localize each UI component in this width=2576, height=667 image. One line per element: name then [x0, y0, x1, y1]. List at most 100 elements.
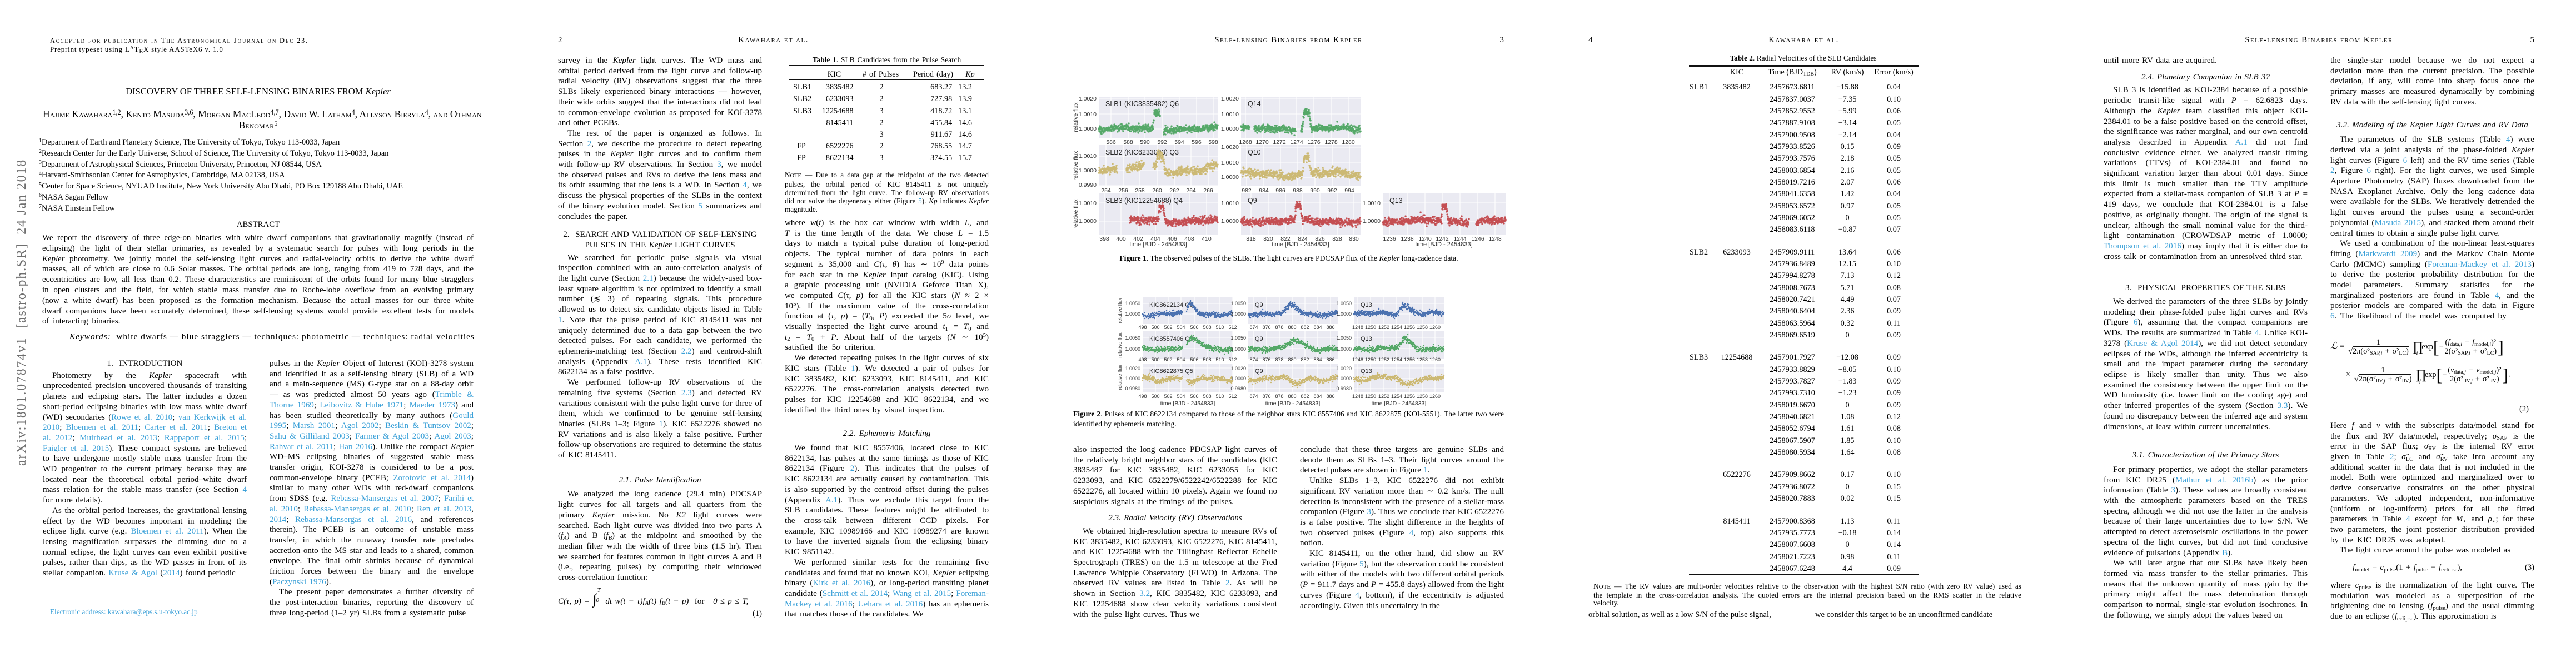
svg-text:1.0020: 1.0020	[1079, 96, 1097, 102]
svg-text:512: 512	[1228, 357, 1237, 362]
svg-text:1.0000: 1.0000	[1336, 376, 1352, 381]
svg-text:506: 506	[1190, 357, 1198, 362]
svg-text:time [BJD - 2454833]: time [BJD - 2454833]	[1265, 400, 1321, 407]
svg-text:1.0000: 1.0000	[1221, 218, 1239, 225]
svg-text:882: 882	[1301, 357, 1309, 362]
svg-text:1260: 1260	[1429, 357, 1441, 362]
svg-text:1254: 1254	[1391, 357, 1402, 362]
svg-text:886: 886	[1326, 357, 1334, 362]
svg-text:828: 828	[1332, 236, 1342, 242]
svg-text:510: 510	[1215, 394, 1224, 399]
svg-text:Q14: Q14	[1248, 100, 1261, 108]
svg-text:402: 402	[1133, 236, 1143, 242]
svg-text:1.0010: 1.0010	[1079, 200, 1097, 207]
svg-text:504: 504	[1177, 357, 1185, 362]
svg-text:498: 498	[1138, 325, 1147, 330]
svg-text:1.0050: 1.0050	[1230, 301, 1246, 306]
svg-text:1.0050: 1.0050	[1125, 301, 1140, 306]
svg-text:506: 506	[1190, 325, 1198, 330]
svg-text:882: 882	[1301, 394, 1309, 399]
svg-text:1258: 1258	[1417, 357, 1428, 362]
svg-text:1.0000: 1.0000	[1363, 218, 1381, 225]
svg-text:260: 260	[1152, 187, 1162, 194]
svg-text:1.0050: 1.0050	[1125, 335, 1140, 341]
svg-text:596: 596	[1192, 139, 1202, 146]
svg-text:Q9: Q9	[1255, 302, 1263, 308]
svg-text:594: 594	[1174, 139, 1184, 146]
svg-text:404: 404	[1150, 236, 1160, 242]
svg-text:506: 506	[1190, 394, 1198, 399]
svg-text:1280: 1280	[1342, 139, 1355, 146]
svg-text:258: 258	[1135, 187, 1145, 194]
svg-text:Q13: Q13	[1361, 368, 1372, 375]
svg-text:1258: 1258	[1417, 325, 1428, 330]
svg-text:992: 992	[1327, 187, 1337, 194]
svg-text:Q13: Q13	[1361, 336, 1372, 342]
svg-text:time [BJD - 2454833]: time [BJD - 2454833]	[1129, 241, 1187, 248]
svg-text:820: 820	[1263, 236, 1273, 242]
svg-text:Q9: Q9	[1255, 336, 1263, 342]
svg-text:1270: 1270	[1255, 139, 1269, 146]
svg-text:504: 504	[1177, 325, 1185, 330]
svg-text:1248: 1248	[1352, 394, 1363, 399]
svg-text:1.0020: 1.0020	[1221, 144, 1239, 151]
svg-text:1.0010: 1.0010	[1221, 111, 1239, 118]
svg-text:882: 882	[1301, 325, 1309, 330]
svg-text:1276: 1276	[1307, 139, 1321, 146]
svg-text:KIC8622134 Q5: KIC8622134 Q5	[1149, 302, 1193, 308]
svg-text:KIC8557406 Q5: KIC8557406 Q5	[1149, 336, 1193, 342]
svg-text:SLB3 (KIC12254688) Q4: SLB3 (KIC12254688) Q4	[1105, 197, 1183, 205]
svg-text:592: 592	[1157, 139, 1167, 146]
svg-text:0.9980: 0.9980	[1336, 386, 1352, 391]
svg-text:1.0050: 1.0050	[1336, 335, 1352, 341]
svg-text:502: 502	[1164, 357, 1172, 362]
svg-text:876: 876	[1262, 357, 1270, 362]
svg-text:1.0010: 1.0010	[1221, 160, 1239, 166]
svg-text:878: 878	[1275, 394, 1283, 399]
svg-text:1246: 1246	[1471, 236, 1484, 242]
svg-text:408: 408	[1184, 236, 1194, 242]
svg-text:884: 884	[1313, 325, 1322, 330]
svg-text:254: 254	[1101, 187, 1111, 194]
svg-text:1.0020: 1.0020	[1221, 96, 1239, 102]
svg-text:822: 822	[1280, 236, 1291, 242]
svg-text:1.0000: 1.0000	[1125, 311, 1140, 317]
svg-text:880: 880	[1288, 325, 1296, 330]
svg-text:504: 504	[1177, 394, 1185, 399]
svg-text:Q13: Q13	[1361, 302, 1372, 308]
svg-text:500: 500	[1151, 357, 1159, 362]
svg-text:0.9990: 0.9990	[1079, 182, 1097, 188]
svg-text:874: 874	[1249, 394, 1258, 399]
svg-text:874: 874	[1249, 325, 1258, 330]
svg-text:878: 878	[1275, 357, 1283, 362]
svg-text:1256: 1256	[1404, 394, 1415, 399]
svg-text:1250: 1250	[1365, 325, 1376, 330]
svg-text:1254: 1254	[1391, 325, 1402, 330]
svg-text:1250: 1250	[1365, 357, 1376, 362]
svg-text:1.0000: 1.0000	[1336, 346, 1352, 352]
svg-text:884: 884	[1313, 394, 1322, 399]
svg-text:982: 982	[1242, 187, 1252, 194]
svg-text:relative flux: relative flux	[1073, 102, 1079, 132]
svg-text:884: 884	[1313, 357, 1322, 362]
svg-text:1.0010: 1.0010	[1221, 200, 1239, 207]
svg-text:1268: 1268	[1239, 139, 1252, 146]
svg-text:Q9: Q9	[1255, 368, 1263, 375]
svg-text:relative flux: relative flux	[1073, 151, 1079, 181]
svg-text:1.0000: 1.0000	[1221, 174, 1239, 181]
svg-text:988: 988	[1293, 187, 1303, 194]
svg-text:relative flux: relative flux	[1117, 332, 1123, 358]
svg-text:266: 266	[1203, 187, 1213, 194]
svg-text:Q13: Q13	[1389, 197, 1403, 205]
svg-text:1238: 1238	[1401, 236, 1414, 242]
svg-text:1248: 1248	[1488, 236, 1502, 242]
svg-text:1.0000: 1.0000	[1079, 218, 1097, 225]
svg-text:SLB1 (KIC3835482) Q6: SLB1 (KIC3835482) Q6	[1105, 100, 1179, 108]
svg-text:986: 986	[1275, 187, 1285, 194]
svg-text:508: 508	[1203, 394, 1211, 399]
svg-text:502: 502	[1164, 394, 1172, 399]
svg-text:1254: 1254	[1391, 394, 1402, 399]
svg-text:1.0010: 1.0010	[1079, 111, 1097, 118]
svg-text:406: 406	[1167, 236, 1177, 242]
svg-text:1248: 1248	[1352, 357, 1363, 362]
